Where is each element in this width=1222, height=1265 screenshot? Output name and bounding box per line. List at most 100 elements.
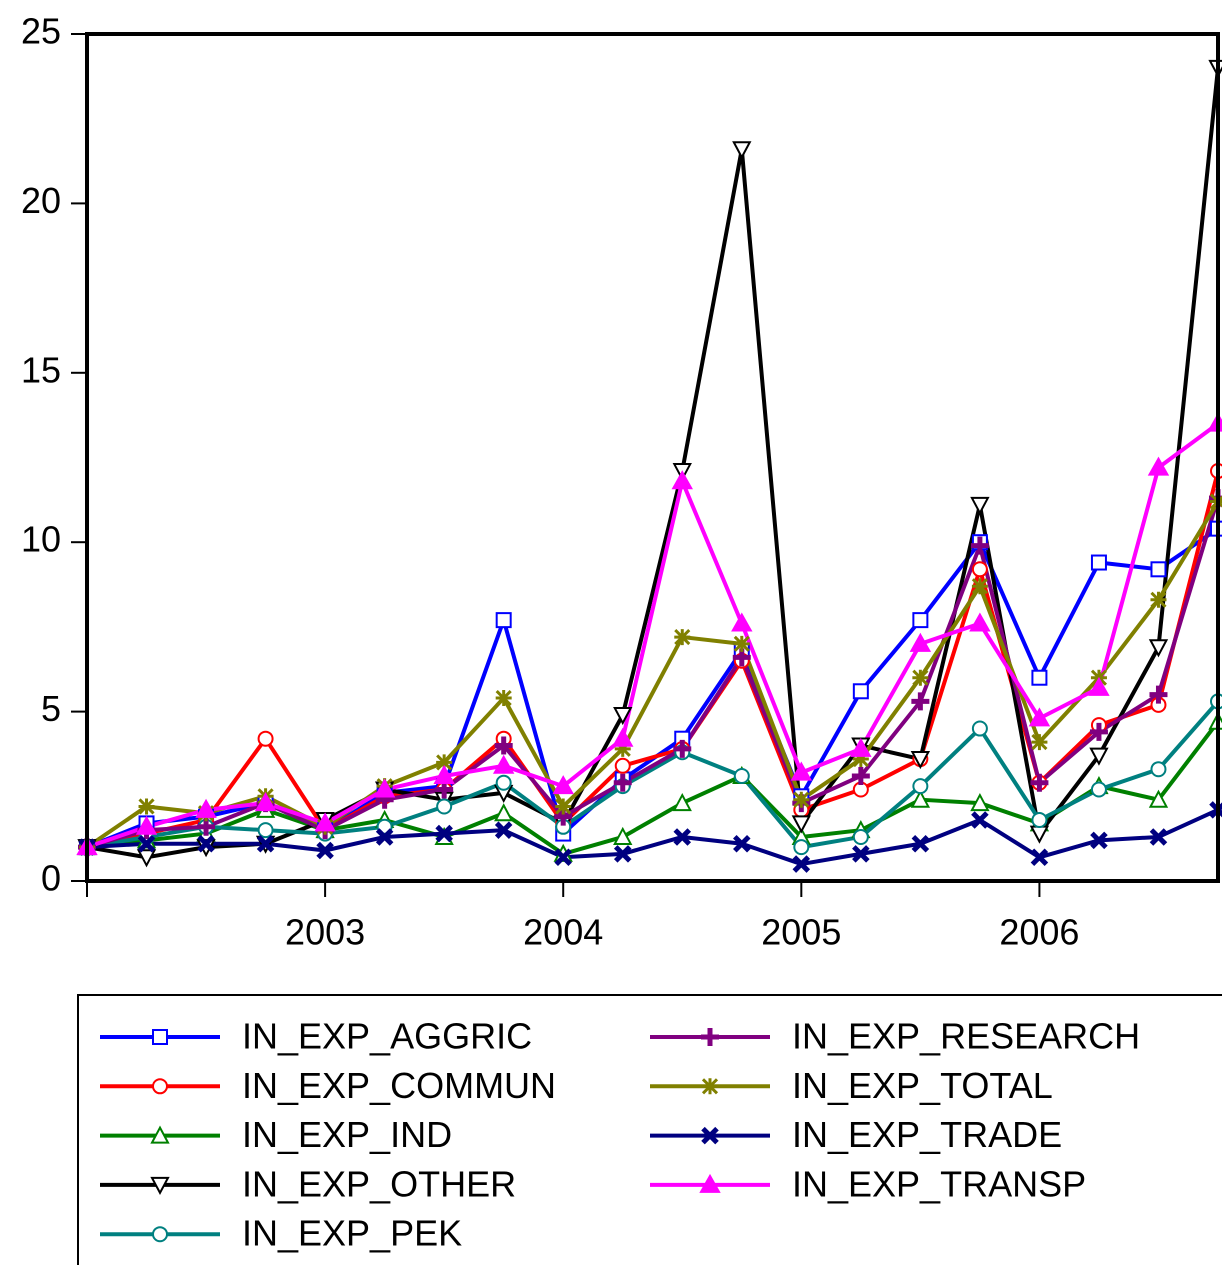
marker [1028,707,1051,727]
marker [197,834,215,853]
legend-box [77,994,1222,1265]
marker [1149,828,1168,846]
marker [435,824,453,843]
legend-marker [701,1028,719,1046]
marker [373,778,396,798]
legend-label: IN_EXP_OTHER [242,1163,516,1204]
marker [257,822,274,839]
legend-marker [699,1173,721,1193]
marker [792,855,811,873]
marker [850,737,872,757]
legend-marker [701,1078,719,1095]
series-line [86,808,1219,867]
marker [1029,825,1050,844]
x-tick-label: 2004 [523,912,603,953]
marker [495,689,512,707]
legend-label: IN_EXP_IND [242,1114,452,1155]
marker [1031,669,1048,686]
marker [612,727,634,747]
y-tick-label: 10 [21,519,61,560]
marker [137,834,156,853]
marker [256,834,275,853]
marker [316,841,334,860]
marker [971,578,988,595]
marker [1090,554,1107,571]
series-line [86,497,1220,850]
marker [135,815,158,835]
legend-label: IN_EXP_COMMUN [242,1065,556,1106]
marker [851,766,870,785]
marker [436,754,453,771]
legend-marker [152,1226,168,1243]
marker [613,826,633,845]
marker [433,764,455,784]
marker [492,754,515,774]
marker [911,834,930,853]
marker [136,849,157,868]
marker [495,774,512,791]
marker [673,739,692,758]
marker [1088,676,1110,696]
marker [138,798,155,815]
marker [912,669,929,686]
legend-label: IN_EXP_TOTAL [792,1065,1053,1106]
marker [791,815,811,834]
marker [911,692,930,711]
marker [1089,747,1109,766]
legend-label: IN_EXP_TRADE [792,1114,1062,1155]
marker [1149,685,1168,704]
legend-marker [150,1125,170,1144]
marker [257,730,274,747]
legend-marker [152,1029,168,1045]
legend-marker [150,1176,170,1196]
marker [852,683,869,700]
marker [1090,781,1107,798]
series-line [86,720,1220,856]
marker [674,629,691,646]
marker [910,789,931,808]
marker [910,751,931,770]
marker [1031,812,1048,829]
marker [971,561,988,578]
marker [554,848,572,867]
marker [969,612,991,632]
marker [733,767,750,784]
legend-label: IN_EXP_RESEARCH [792,1016,1140,1057]
marker [375,828,394,846]
plot-frame [85,32,1220,883]
marker [555,798,572,815]
series-line [86,422,1220,850]
marker [494,821,513,839]
marker [790,761,813,781]
x-tick-label: 2005 [761,912,841,953]
marker [613,706,633,726]
marker [1150,591,1167,608]
marker [732,141,752,160]
legend-label: IN_EXP_AGGRIC [242,1016,532,1057]
marker [195,798,217,818]
marker [614,757,631,774]
legend-marker [152,1078,168,1095]
marker [852,828,869,845]
x-tick-label: 2006 [999,912,1079,953]
marker [494,803,514,822]
y-tick-label: 5 [41,688,61,729]
legend-label: IN_EXP_PEK [242,1213,462,1254]
marker [552,775,574,795]
y-tick-label: 0 [41,858,61,899]
y-tick-label: 20 [21,180,61,221]
marker [254,792,277,812]
marker [495,612,512,629]
marker [1150,761,1167,778]
marker [672,792,692,812]
marker [436,798,453,815]
marker [733,635,750,652]
marker [793,791,810,808]
marker [971,720,988,737]
marker [1030,848,1049,867]
marker [1147,456,1170,476]
marker [731,612,753,632]
legend-label: IN_EXP_TRANSP [792,1163,1086,1204]
y-tick-label: 15 [21,349,61,390]
